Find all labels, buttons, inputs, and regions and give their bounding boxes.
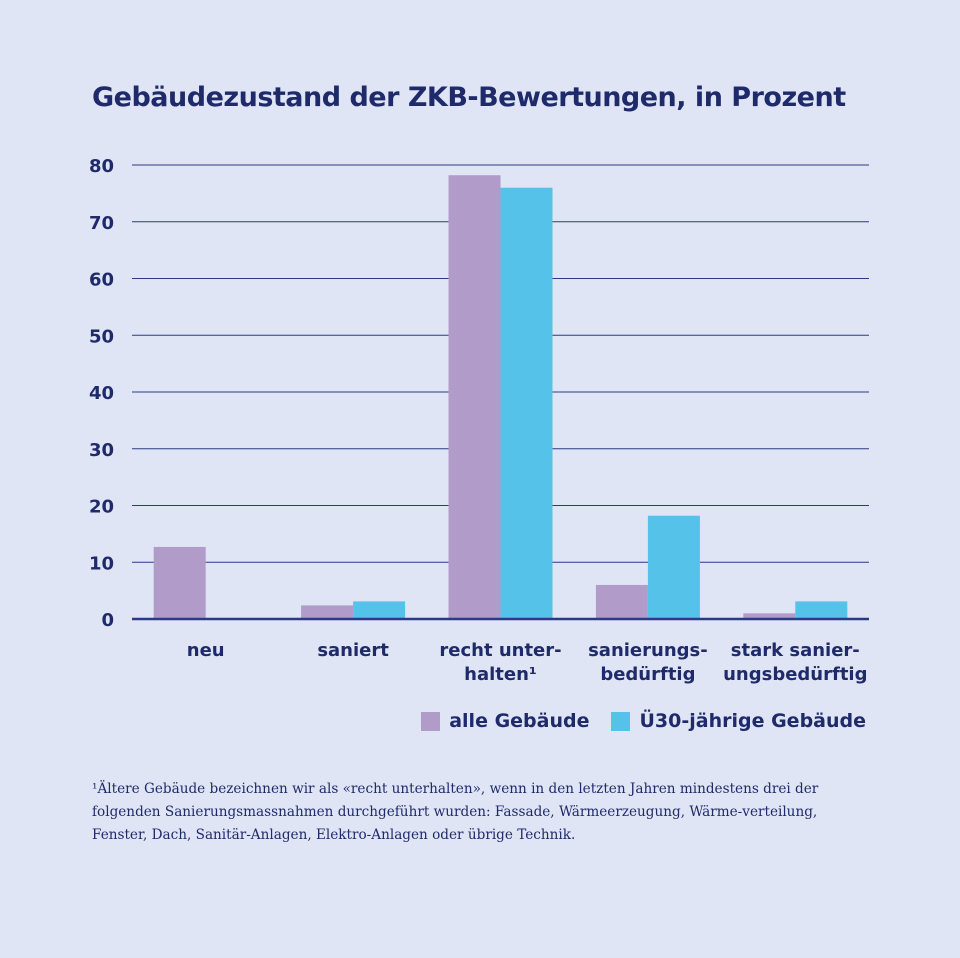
bar-ue30 [795, 601, 848, 619]
y-tick-label: 20 [89, 497, 114, 518]
legend-label-alle: alle Gebäude [449, 710, 590, 732]
bar-alle [448, 175, 501, 619]
chart-title: Gebäudezustand der ZKB-Bewertungen, in P… [92, 82, 846, 113]
x-tick-label: halten¹ [464, 664, 537, 685]
x-tick-label: ungsbedürftig [723, 664, 867, 685]
y-tick-label: 0 [101, 610, 114, 631]
x-tick-label: saniert [317, 640, 389, 661]
y-tick-label: 50 [89, 326, 114, 347]
legend-item-alle: alle Gebäude [421, 710, 589, 732]
bar-alle [743, 613, 796, 619]
x-tick-label: bedürftig [600, 664, 695, 685]
y-tick-label: 30 [89, 440, 114, 461]
bar-ue30 [353, 601, 406, 619]
x-tick-label: sanierungs- [588, 640, 708, 661]
legend-swatch-alle [421, 711, 441, 731]
y-tick-label: 60 [89, 270, 114, 291]
y-tick-label: 10 [89, 553, 114, 574]
bar-ue30 [500, 187, 553, 619]
x-tick-label: neu [187, 640, 225, 661]
legend: alle Gebäude Ü30-jährige Gebäude [421, 710, 866, 732]
x-tick-label: recht unter- [439, 640, 561, 661]
bar-alle [301, 605, 354, 619]
legend-swatch-ue30 [611, 711, 631, 731]
legend-label-ue30: Ü30-jährige Gebäude [639, 710, 866, 732]
y-tick-label: 80 [89, 156, 114, 177]
y-tick-label: 40 [89, 383, 114, 404]
x-tick-label: stark sanier- [731, 640, 860, 661]
bar-alle [153, 546, 206, 619]
legend-item-ue30: Ü30-jährige Gebäude [611, 710, 866, 732]
y-tick-label: 70 [89, 213, 114, 234]
footnote: ¹Ältere Gebäude bezeichnen wir als «rech… [92, 781, 819, 843]
bar-ue30 [647, 515, 700, 619]
bar-chart: 0 10 20 30 40 50 60 70 80 neu saniert recht unter-h… [89, 156, 869, 685]
bar-alle [595, 584, 648, 619]
